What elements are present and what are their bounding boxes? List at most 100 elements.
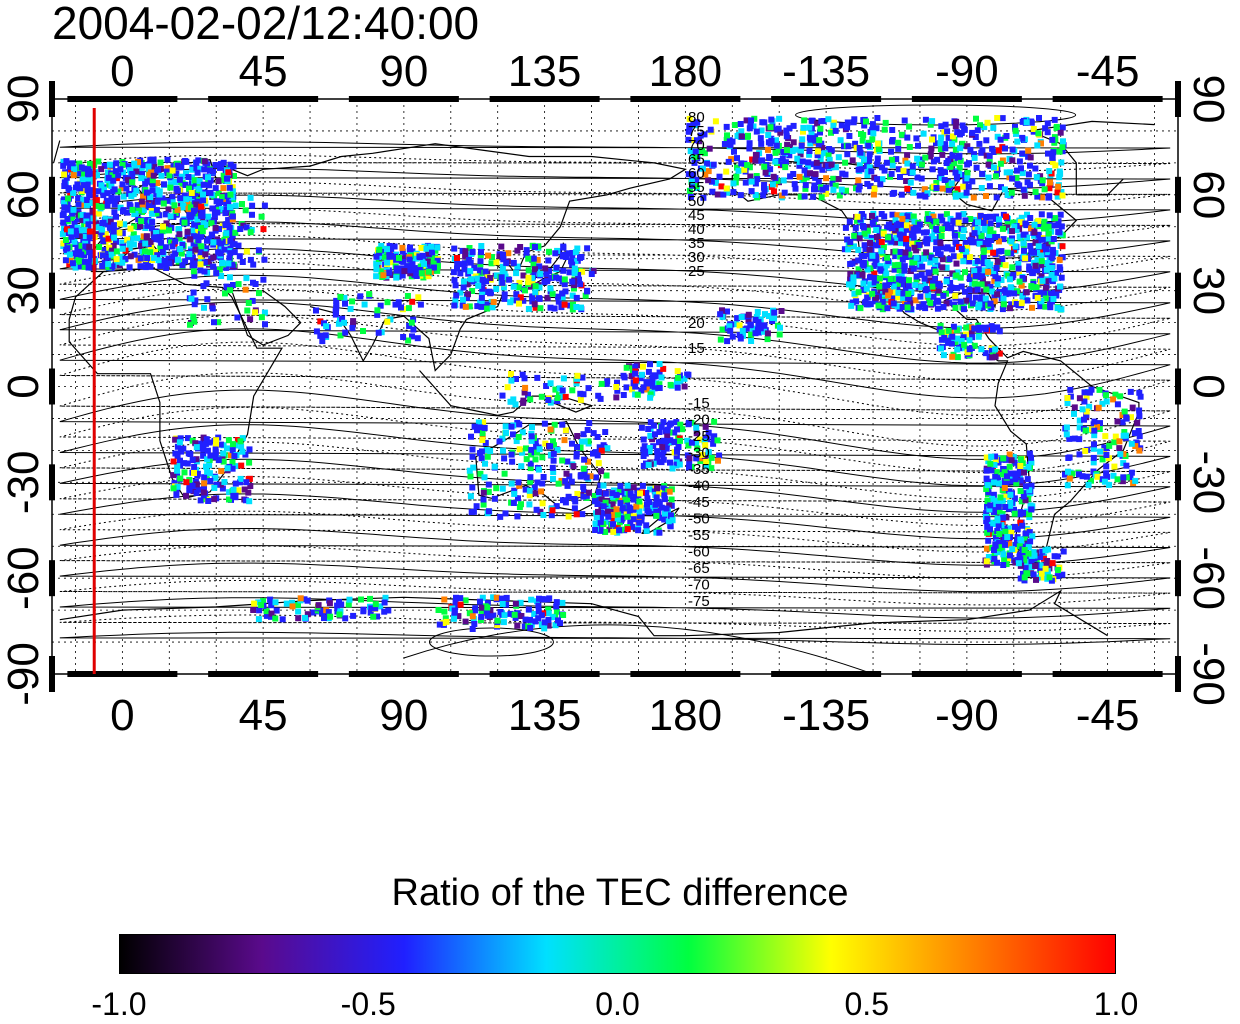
tec-pixel (131, 251, 138, 258)
tec-pixel (1054, 189, 1061, 196)
tec-pixel (514, 513, 521, 520)
tec-pixel (604, 445, 611, 452)
tec-pixel (82, 233, 89, 240)
tec-pixel (164, 197, 171, 204)
tec-pixel (350, 318, 357, 325)
tec-pixel (1014, 181, 1021, 188)
tec-pixel (784, 147, 790, 154)
tec-pixel (217, 481, 224, 488)
tec-pixel (720, 191, 727, 198)
y-tick-label-right: 90 (1184, 75, 1233, 124)
tec-pixel (85, 221, 92, 228)
tec-pixel (84, 197, 91, 203)
tec-pixel (499, 263, 506, 270)
tec-pixel (716, 173, 723, 180)
tec-pixel (975, 304, 982, 311)
tec-pixel (991, 462, 998, 468)
tec-pixel (714, 191, 721, 198)
tec-pixel (748, 338, 755, 344)
tec-pixel (411, 265, 418, 272)
tec-pixel (895, 261, 902, 268)
tec-pixel (689, 137, 696, 144)
tec-pixel (551, 442, 557, 449)
tec-pixel (958, 338, 965, 344)
tec-pixel (929, 118, 936, 125)
y-tick-label-left: 30 (0, 266, 48, 315)
tec-pixel (76, 160, 83, 167)
tec-pixel (1009, 546, 1016, 553)
tec-pixel (477, 470, 484, 477)
tec-pixel (1024, 297, 1031, 304)
tec-pixel (1002, 262, 1009, 269)
tec-pixel (393, 265, 400, 272)
tec-pixel (995, 238, 1002, 245)
tec-pixel (1053, 123, 1060, 130)
tec-pixel (1052, 162, 1059, 169)
tec-pixel (163, 220, 170, 227)
tec-pixel (565, 250, 572, 257)
tec-pixel (79, 217, 86, 224)
tec-pixel (573, 304, 580, 310)
contour-line (59, 314, 1171, 382)
tec-pixel (1090, 445, 1097, 452)
tec-pixel (188, 190, 195, 196)
tec-pixel (540, 512, 547, 518)
tec-pixel (125, 177, 131, 184)
tec-pixel (1000, 295, 1007, 302)
tec-pixel (952, 292, 959, 299)
tec-pixel (1035, 231, 1042, 238)
tec-pixel (478, 303, 485, 310)
tec-pixel (1104, 473, 1111, 480)
x-tick-label-bottom: 180 (649, 691, 722, 740)
tec-pixel (656, 500, 663, 507)
tec-pixel (211, 319, 217, 326)
tec-pixel (464, 281, 471, 288)
y-tick-label-left: 90 (0, 75, 48, 124)
tec-pixel (319, 338, 326, 345)
tec-pixel (899, 304, 906, 310)
tec-pixel (129, 206, 136, 213)
tec-pixel (197, 249, 204, 256)
tec-pixel (747, 123, 754, 130)
tec-pixel (454, 260, 461, 267)
tec-pixel (723, 123, 730, 130)
tec-pixel (184, 435, 191, 442)
tec-pixel (666, 421, 673, 428)
tec-pixel (60, 210, 67, 217)
tec-pixel (997, 160, 1004, 167)
tec-pixel (613, 495, 620, 502)
tec-pixel (238, 462, 245, 469)
tec-pixel (105, 261, 112, 268)
tec-pixel (105, 169, 111, 176)
tec-pixel (748, 188, 755, 195)
tec-pixel (75, 216, 82, 223)
tec-pixel (912, 282, 919, 289)
tec-pixel (1020, 186, 1027, 193)
tec-pixel (877, 181, 884, 188)
tec-pixel (504, 384, 511, 391)
tec-pixel (518, 501, 524, 508)
tec-pixel (153, 206, 160, 213)
tec-pixel (538, 612, 545, 619)
tec-pixel (577, 444, 584, 451)
tec-pixel (1071, 435, 1078, 442)
tec-pixel (1000, 455, 1007, 462)
tec-pixel (1035, 217, 1042, 224)
tec-pixel (326, 600, 333, 607)
tec-pixel (656, 369, 663, 376)
tec-pixel (120, 193, 127, 200)
tec-pixel (133, 168, 140, 175)
tec-pixel (1011, 495, 1018, 502)
tec-pixel (984, 482, 991, 489)
tec-pixel (1081, 398, 1088, 405)
tec-pixel (317, 332, 324, 339)
tec-pixel (568, 258, 575, 265)
tec-pixel (386, 253, 393, 260)
tec-pixel (416, 267, 423, 273)
tec-pixel (832, 127, 839, 134)
tec-pixel (624, 526, 631, 533)
tec-pixel (182, 182, 189, 188)
tec-pixel (555, 293, 561, 300)
tec-pixel (1027, 502, 1034, 509)
tec-pixel (859, 211, 865, 217)
